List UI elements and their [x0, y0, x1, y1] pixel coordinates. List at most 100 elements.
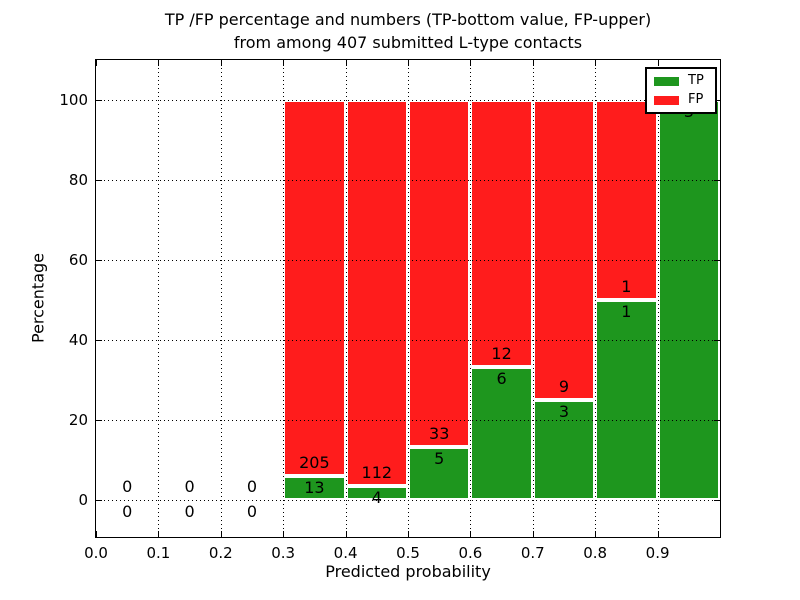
y-tick-label: 100: [59, 91, 88, 109]
gridline-vertical: [470, 60, 472, 537]
x-tick-label: 0.5: [396, 544, 420, 562]
legend-item-tp: TP: [654, 74, 708, 88]
y-tick-label: 40: [68, 331, 88, 349]
x-tick-label: 0.2: [208, 544, 233, 562]
legend-swatch-fp-icon: [654, 95, 679, 105]
bar-count-label-fp: 33: [429, 424, 450, 444]
y-tick-mark-right: [714, 260, 720, 261]
bar-count-label-tp: 4: [371, 488, 382, 508]
x-tick-label: 0.8: [583, 544, 608, 562]
gridline-horizontal: [96, 420, 720, 421]
x-tick-mark-top: [283, 60, 285, 66]
plot-area: 00000020513112433512693113: [95, 59, 721, 538]
chart-title: TP /FP percentage and numbers (TP-bottom…: [96, 8, 720, 54]
x-tick-label: 0.3: [271, 544, 296, 562]
legend-swatch-tp-icon: [654, 76, 679, 86]
x-tick-mark: [283, 531, 285, 537]
bar-count-label-tp: 5: [434, 449, 445, 469]
gridline-horizontal: [96, 260, 720, 261]
x-tick-mark: [158, 531, 160, 537]
bar-count-label-fp: 0: [184, 477, 195, 496]
x-tick-mark-top: [345, 60, 347, 66]
x-tick-label: 0.9: [645, 544, 670, 562]
bar-tp-segment: [470, 366, 533, 500]
y-tick-mark: [96, 180, 102, 181]
bar-tp-segment: [532, 400, 596, 500]
y-tick-mark-right: [714, 340, 720, 341]
chart-title-line2: from among 407 submitted L-type contacts: [233, 33, 583, 52]
y-tick-mark-right: [714, 180, 720, 181]
x-tick-mark-top: [96, 60, 97, 66]
y-tick-mark-right: [714, 500, 720, 501]
bar-tp-segment: [595, 300, 658, 500]
x-tick-mark: [408, 531, 409, 537]
bar-count-label-fp: 1: [621, 277, 632, 296]
x-tick-label: 0.7: [520, 544, 545, 562]
gridline-vertical: [220, 60, 222, 537]
bar-count-label-tp: 0: [184, 502, 195, 521]
x-tick-mark-top: [158, 60, 160, 66]
bar-count-label-fp: 112: [361, 463, 393, 483]
x-tick-mark-top: [220, 60, 222, 66]
bar-count-label-fp: 0: [246, 477, 258, 496]
x-tick-mark-top: [408, 60, 409, 66]
x-tick-mark: [345, 531, 347, 537]
bar-count-label-tp: 13: [304, 478, 325, 498]
x-tick-label: 0.6: [458, 544, 483, 562]
bar-tp-segment: [657, 100, 720, 500]
bar-tp-segment: [283, 476, 346, 500]
y-tick-mark-right: [714, 100, 720, 101]
bar-tp-segment: [345, 486, 408, 500]
bar-count-label-fp: 12: [491, 343, 512, 363]
x-axis-label: Predicted probability: [325, 562, 491, 581]
y-tick-label: 80: [68, 171, 88, 189]
gridline-vertical: [532, 60, 534, 537]
gridline-horizontal: [96, 100, 720, 101]
gridline-vertical: [283, 60, 285, 537]
legend-label-tp: TP: [688, 73, 704, 88]
y-tick-mark: [96, 500, 102, 501]
x-tick-label: 0.1: [146, 544, 171, 562]
bar-count-label-tp: 6: [496, 368, 507, 388]
bar-fp-segment: [532, 100, 596, 400]
x-tick-mark: [532, 531, 534, 537]
x-tick-mark: [657, 531, 659, 537]
x-tick-mark: [96, 531, 97, 537]
gridline-vertical: [408, 60, 409, 537]
y-tick-mark: [96, 340, 102, 341]
x-tick-mark: [470, 531, 472, 537]
gridline-vertical: [158, 60, 160, 537]
bar-count-label-tp: 1: [621, 302, 632, 321]
bar-fp-segment: [345, 100, 408, 487]
bar-count-label-tp: 3: [558, 402, 570, 421]
gridline-horizontal: [96, 500, 720, 501]
x-tick-mark-top: [532, 60, 534, 66]
x-tick-label: 0.0: [84, 544, 108, 562]
bar-count-label-tp: 0: [246, 502, 258, 521]
bar-fp-segment: [595, 100, 658, 300]
legend-label-fp: FP: [688, 92, 704, 107]
gridline-horizontal: [96, 180, 720, 181]
x-tick-mark-top: [657, 60, 659, 66]
gridline-horizontal: [96, 340, 720, 341]
bar-count-label-fp: 0: [122, 477, 133, 496]
gridline-vertical: [595, 60, 597, 537]
gridline-vertical: [345, 60, 347, 537]
x-tick-mark: [220, 531, 222, 537]
x-tick-mark: [595, 531, 597, 537]
y-tick-mark: [96, 100, 102, 101]
x-tick-label: 0.4: [333, 544, 358, 562]
bar-fp-segment: [283, 100, 346, 477]
bar-fp-segment: [470, 100, 533, 367]
bar-count-label-fp: 205: [299, 453, 330, 473]
bar-tp-segment: [408, 447, 471, 500]
legend: TP FP: [645, 67, 717, 114]
y-tick-mark: [96, 420, 102, 421]
x-tick-mark-top: [595, 60, 597, 66]
legend-item-fp: FP: [654, 93, 708, 107]
y-tick-mark-right: [714, 420, 720, 421]
y-tick-mark: [96, 260, 102, 261]
gridline-vertical: [657, 60, 659, 537]
x-tick-mark-top: [470, 60, 472, 66]
